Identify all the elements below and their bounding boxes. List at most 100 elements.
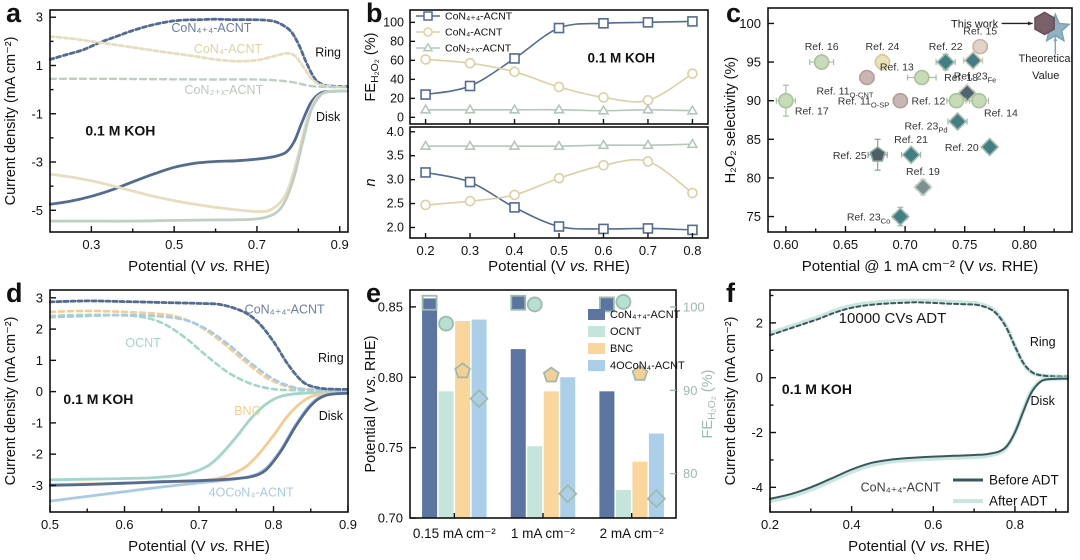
panel-f: f 0.2 0.4 0.6 0.8 2 0 -2 -4 Potential (V vs. RHE… bbox=[720, 278, 1080, 560]
svg-text:0.80: 0.80 bbox=[378, 370, 403, 385]
svg-text:Ref. 11O-CNT​: Ref. 11O-CNT​ bbox=[816, 86, 873, 100]
svg-text:0: 0 bbox=[756, 370, 763, 385]
panel-e-chart: 0.70 0.75 0.80 0.85 80 90 100 0.15 mA cm⁻² 1 mA … bbox=[363, 289, 718, 541]
svg-text:3.0: 3.0 bbox=[387, 173, 404, 187]
panel-f-letter: f bbox=[726, 278, 735, 308]
svg-text:4OCoN₄-ACNT: 4OCoN₄-ACNT bbox=[610, 360, 685, 372]
svg-text:Potential (V vs. RHE): Potential (V vs. RHE) bbox=[128, 538, 270, 555]
svg-text:0.5: 0.5 bbox=[165, 237, 183, 252]
svg-text:0.80: 0.80 bbox=[1012, 237, 1037, 252]
svg-text:Ring: Ring bbox=[315, 45, 341, 59]
svg-text:CoN₄₊₄-ACNT: CoN₄₊₄-ACNT bbox=[445, 11, 513, 23]
panel-a-chart: 0.3 0.5 0.7 0.9 3 1 -1 -3 -5 Potential (V vs. RHE… bbox=[3, 9, 349, 275]
svg-text:2 mA cm⁻²: 2 mA cm⁻² bbox=[600, 526, 665, 541]
svg-text:H₂O₂ selectivity (%): H₂O₂ selectivity (%) bbox=[723, 57, 739, 183]
svg-text:BNC: BNC bbox=[234, 404, 260, 418]
svg-text:Ref. 23Co​: Ref. 23Co​ bbox=[847, 212, 891, 226]
svg-text:0.6: 0.6 bbox=[115, 517, 133, 532]
svg-text:Current density (mA cm⁻²): Current density (mA cm⁻²) bbox=[723, 317, 739, 486]
svg-text:20: 20 bbox=[390, 91, 404, 105]
svg-text:0.70: 0.70 bbox=[378, 511, 403, 526]
svg-text:3.5: 3.5 bbox=[387, 149, 404, 163]
svg-text:Ref. 23Fe​: Ref. 23Fe​ bbox=[954, 71, 997, 85]
svg-text:Ref. 20: Ref. 20 bbox=[945, 142, 979, 154]
panel-d-letter: d bbox=[6, 278, 23, 308]
panel-e-letter: e bbox=[366, 278, 382, 308]
svg-text:Before ADT: Before ADT bbox=[989, 473, 1059, 488]
svg-text:0.70: 0.70 bbox=[892, 237, 917, 252]
svg-text:OCNT: OCNT bbox=[610, 326, 641, 338]
svg-text:-3: -3 bbox=[31, 155, 43, 170]
svg-text:Potential (V vs. RHE): Potential (V vs. RHE) bbox=[488, 258, 630, 275]
svg-text:CoN₂₊ₓ-ACNT: CoN₂₊ₓ-ACNT bbox=[184, 83, 263, 97]
svg-text:0.8: 0.8 bbox=[264, 517, 282, 532]
svg-text:0.4: 0.4 bbox=[505, 243, 523, 258]
svg-text:0.1 M KOH: 0.1 M KOH bbox=[63, 391, 133, 407]
svg-text:0.9: 0.9 bbox=[339, 517, 357, 532]
svg-text:100: 100 bbox=[383, 15, 404, 29]
svg-text:Disk: Disk bbox=[316, 110, 341, 124]
svg-text:0.75: 0.75 bbox=[952, 237, 977, 252]
svg-text:0.75: 0.75 bbox=[378, 440, 403, 455]
svg-text:0.2: 0.2 bbox=[761, 517, 779, 532]
svg-text:95: 95 bbox=[747, 55, 761, 70]
svg-text:80: 80 bbox=[747, 170, 761, 185]
svg-text:0.60: 0.60 bbox=[773, 237, 798, 252]
svg-text:Current density (mA cm⁻²): Current density (mA cm⁻²) bbox=[3, 317, 19, 486]
svg-text:0.6: 0.6 bbox=[924, 517, 942, 532]
panel-e: e 0.70 0.75 0.80 0.85 80 90 100 0.15 mA cm⁻² 1 m… bbox=[360, 278, 720, 560]
svg-text:0: 0 bbox=[36, 384, 43, 399]
svg-text:0.2: 0.2 bbox=[417, 243, 435, 258]
svg-text:-3: -3 bbox=[31, 478, 43, 493]
svg-text:Ref. 24: Ref. 24 bbox=[866, 41, 900, 53]
svg-text:Ref. 15: Ref. 15 bbox=[963, 26, 997, 38]
svg-text:-4: -4 bbox=[751, 480, 763, 495]
svg-text:-5: -5 bbox=[31, 203, 43, 218]
svg-text:4OCoN₄-ACNT: 4OCoN₄-ACNT bbox=[209, 485, 294, 499]
svg-text:2.5: 2.5 bbox=[387, 197, 404, 211]
svg-text:Disk: Disk bbox=[1031, 394, 1056, 408]
svg-text:0.15 mA cm⁻²: 0.15 mA cm⁻² bbox=[413, 526, 496, 541]
svg-text:-2: -2 bbox=[751, 425, 763, 440]
svg-text:80: 80 bbox=[390, 34, 404, 48]
svg-text:FEH₂O₂​ (%): FEH₂O₂​ (%) bbox=[700, 370, 718, 439]
svg-text:40: 40 bbox=[390, 72, 404, 86]
svg-text:Ref. 22: Ref. 22 bbox=[929, 41, 963, 53]
svg-text:After ADT: After ADT bbox=[989, 494, 1048, 509]
svg-text:90: 90 bbox=[747, 93, 761, 108]
svg-text:Potential @ 1 mA cm⁻² (V vs. R: Potential @ 1 mA cm⁻² (V vs. RHE) bbox=[802, 258, 1039, 275]
svg-text:0.5: 0.5 bbox=[550, 243, 568, 258]
panel-a-letter: a bbox=[6, 0, 22, 28]
svg-text:Ref. 21: Ref. 21 bbox=[894, 134, 928, 146]
svg-text:80: 80 bbox=[683, 466, 697, 481]
svg-text:FEH₂O₂​ (%): FEH₂O₂​ (%) bbox=[363, 33, 381, 102]
svg-text:CoN₄-ACNT: CoN₄-ACNT bbox=[445, 27, 503, 39]
svg-text:OCNT: OCNT bbox=[125, 336, 161, 350]
svg-text:0.7: 0.7 bbox=[190, 517, 208, 532]
svg-text:0.1 M KOH: 0.1 M KOH bbox=[85, 122, 155, 138]
panel-d-chart: 0.5 0.6 0.7 0.8 0.9 3 2 1 0 -1 -2 -3 Potential (V vs… bbox=[3, 289, 357, 555]
svg-text:Potential (V vs. RHE): Potential (V vs. RHE) bbox=[128, 258, 270, 275]
svg-text:CoN₄-ACNT: CoN₄-ACNT bbox=[194, 42, 263, 56]
svg-text:0.5: 0.5 bbox=[41, 517, 59, 532]
svg-text:4.0: 4.0 bbox=[387, 125, 404, 139]
panel-b-letter: b bbox=[366, 0, 383, 28]
svg-text:90: 90 bbox=[683, 383, 697, 398]
svg-text:Ref. 17: Ref. 17 bbox=[795, 106, 829, 118]
svg-text:75: 75 bbox=[747, 209, 761, 224]
svg-text:0.3: 0.3 bbox=[461, 243, 479, 258]
svg-text:CoN₄₊₄-ACNT: CoN₄₊₄-ACNT bbox=[861, 480, 941, 494]
svg-text:Ring: Ring bbox=[1030, 335, 1056, 349]
svg-text:0.4: 0.4 bbox=[843, 517, 861, 532]
svg-text:This work: This work bbox=[951, 18, 999, 30]
svg-text:Ref. 19: Ref. 19 bbox=[906, 166, 940, 178]
svg-text:10000 CVs ADT: 10000 CVs ADT bbox=[839, 310, 947, 327]
svg-text:-1: -1 bbox=[31, 106, 43, 121]
svg-text:0.65: 0.65 bbox=[833, 237, 858, 252]
panel-d: d 0.5 0.6 0.7 0.8 0.9 3 2 1 0 -1 -2 -3 Potential (V … bbox=[0, 278, 360, 560]
svg-text:Ref. 12: Ref. 12 bbox=[912, 96, 946, 108]
svg-text:0.3: 0.3 bbox=[82, 237, 100, 252]
